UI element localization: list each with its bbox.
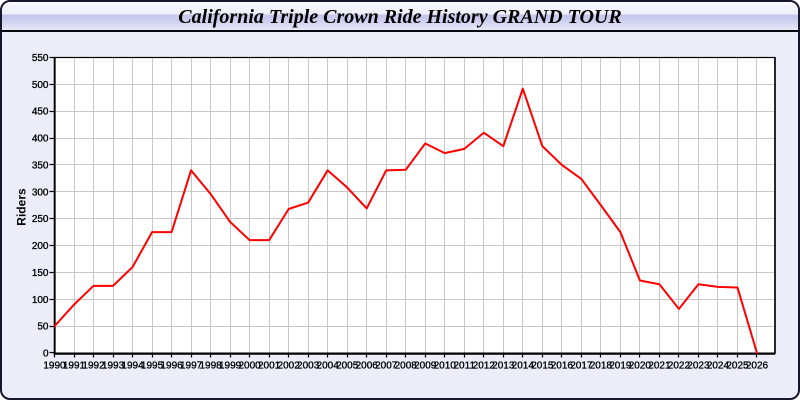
svg-text:2019: 2019	[609, 361, 632, 372]
svg-text:400: 400	[32, 134, 49, 145]
svg-text:2011: 2011	[454, 361, 476, 372]
svg-text:200: 200	[32, 241, 49, 252]
svg-text:350: 350	[32, 160, 49, 171]
svg-text:2024: 2024	[707, 361, 730, 372]
svg-text:1998: 1998	[199, 361, 222, 372]
svg-text:2014: 2014	[512, 361, 535, 372]
svg-text:2018: 2018	[590, 361, 613, 372]
svg-text:2021: 2021	[648, 361, 671, 372]
svg-text:1993: 1993	[102, 361, 125, 372]
svg-text:1996: 1996	[160, 361, 183, 372]
svg-text:2008: 2008	[395, 361, 418, 372]
svg-text:450: 450	[32, 107, 49, 118]
svg-text:2002: 2002	[278, 361, 301, 372]
svg-text:1995: 1995	[141, 361, 164, 372]
svg-text:2000: 2000	[239, 361, 262, 372]
svg-text:2012: 2012	[473, 361, 496, 372]
svg-text:50: 50	[37, 322, 49, 333]
svg-text:2013: 2013	[492, 361, 515, 372]
svg-text:2026: 2026	[746, 361, 769, 372]
svg-text:250: 250	[32, 214, 49, 225]
svg-text:2003: 2003	[297, 361, 320, 372]
svg-text:Riders: Riders	[15, 188, 29, 226]
svg-text:150: 150	[32, 268, 49, 279]
svg-text:1999: 1999	[219, 361, 242, 372]
svg-text:2001: 2001	[258, 361, 281, 372]
svg-text:300: 300	[32, 187, 49, 198]
svg-text:2023: 2023	[687, 361, 710, 372]
svg-text:0: 0	[43, 349, 49, 360]
svg-text:2005: 2005	[336, 361, 359, 372]
svg-text:2006: 2006	[356, 361, 379, 372]
svg-text:2015: 2015	[531, 361, 554, 372]
svg-text:2022: 2022	[668, 361, 691, 372]
svg-text:2016: 2016	[551, 361, 574, 372]
svg-text:1992: 1992	[82, 361, 105, 372]
svg-text:1997: 1997	[180, 361, 203, 372]
svg-text:500: 500	[32, 80, 49, 91]
svg-text:550: 550	[32, 53, 49, 64]
svg-text:2020: 2020	[629, 361, 652, 372]
svg-text:1990: 1990	[43, 361, 66, 372]
svg-text:2007: 2007	[375, 361, 398, 372]
svg-text:2025: 2025	[726, 361, 749, 372]
svg-text:1991: 1991	[63, 361, 86, 372]
svg-text:2004: 2004	[317, 361, 340, 372]
svg-text:2017: 2017	[570, 361, 593, 372]
svg-text:2010: 2010	[434, 361, 457, 372]
svg-text:100: 100	[32, 295, 49, 306]
svg-text:2009: 2009	[414, 361, 437, 372]
svg-text:1994: 1994	[121, 361, 144, 372]
